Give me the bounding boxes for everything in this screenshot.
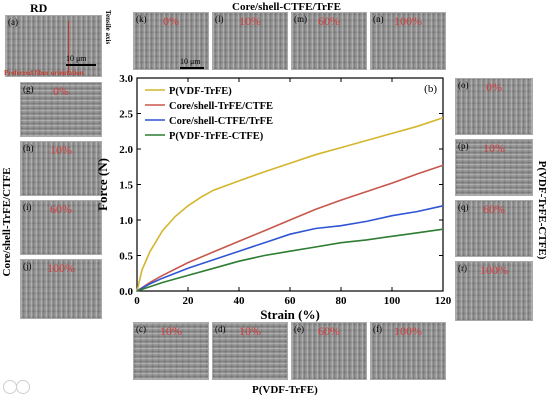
panel-label: (q) [458,202,469,212]
y-tick-label: 0.0 [119,286,133,298]
micrograph-panel-q: (q) 60% [455,200,533,257]
micrograph-panel-g: (g) 0% [20,82,102,137]
y-tick-label: 2.0 [119,144,133,156]
strain-percent: 60% [483,202,505,216]
scale-label: 10 μm [180,57,201,66]
panel-label: (e) [294,324,304,334]
panel-label: (o) [458,80,469,90]
panel-label-b: (b) [424,83,437,95]
series-line [136,228,444,292]
panel-label: (r) [458,263,467,273]
micrograph-panel-m: (m) 60% [291,12,367,70]
strain-percent: 10% [239,14,261,28]
legend-label: P(VDF-TrFE-CTFE) [169,131,264,142]
panel-label: (i) [23,202,32,212]
micrograph-panel-p: (p) 10% [455,139,533,196]
bottom-group-title: P(VDF-TrFE) [252,384,318,396]
x-tick-label: 40 [234,295,246,307]
panel-label: (d) [215,324,226,334]
tensile-axis-label: Tensile axis [104,10,112,45]
micrograph-panel-c: (c) 10% [133,322,209,380]
micrograph-panel-o: (o) 0% [455,78,533,135]
micrograph-panel-l: (l) 10% [212,12,288,70]
panel-label: (a) [8,17,18,27]
panel-label: (j) [23,261,32,271]
x-tick-label: 80 [336,295,348,307]
panel-label: (k) [136,14,147,24]
micrograph-panel-d: (d) 10% [212,322,288,380]
micrograph-panel-a: (a) 10 μm [5,15,102,77]
scale-bar [180,67,204,69]
y-tick-label: 1.5 [119,180,133,192]
micrograph-panel-f: (f) 100% [370,322,446,380]
rd-title: RD [30,1,48,15]
y-tick-label: 0.5 [119,251,133,263]
legend-label: Core/shell-CTFE/TrFE [169,116,273,127]
x-axis-label: Strain (%) [260,307,320,322]
strain-percent: 0% [53,84,69,98]
panel-label: (p) [458,141,469,151]
strain-percent: 60% [50,202,72,216]
series-line [136,164,444,292]
micrograph-panel-i: (i) 60% [20,200,102,255]
legend-label: P(VDF-TrFE) [169,86,232,97]
panel-label: (f) [373,324,382,334]
tensile-arrow-icon [68,21,69,73]
series-line [136,117,444,292]
left-group-title: Core/shell-TrFE/CTFE [1,167,13,277]
micrograph-panel-k: (k) 0% 10 μm [133,12,209,70]
x-tick-label: 100 [384,295,401,307]
strain-percent: 100% [480,263,508,277]
strain-percent: 10% [239,324,261,338]
strain-percent: 100% [394,324,422,338]
micrograph-panel-j: (j) 100% [20,259,102,319]
strain-percent: 60% [318,14,340,28]
strain-percent: 100% [394,14,422,28]
micrograph-panel-h: (h) 10% [20,141,102,196]
strain-percent: 60% [318,324,340,338]
x-tick-label: 20 [183,295,195,307]
y-tick-label: 3.0 [119,73,133,85]
scale-bar [66,64,96,66]
micrograph-panel-n: (n) 100% [370,12,446,70]
strain-percent: 10% [160,324,182,338]
series-line [136,205,444,292]
y-tick-label: 2.5 [119,109,133,121]
micrograph-panel-r: (r) 100% [455,261,533,321]
scale-label: 10 μm [66,54,87,63]
strain-percent: 100% [47,261,75,275]
panel-label: (m) [294,14,307,24]
micrograph-panel-e: (e) 60% [291,322,367,380]
open-access-icon [3,380,17,394]
panel-label: (n) [373,14,384,24]
strain-percent: 0% [486,80,502,94]
right-group-title: P(VDF-TrFE-CTFE) [536,160,548,260]
fiber-orientation-label: Preferred fiber orientation [4,69,84,77]
info-icon [16,380,30,394]
plot-area [136,77,444,292]
panel-label: (g) [23,84,34,94]
panel-label: (c) [136,324,146,334]
panel-label: (h) [23,143,34,153]
x-tick-label: 120 [435,295,452,307]
top-group-title: Core/shell-CTFE/TrFE [232,1,341,13]
x-tick-label: 60 [285,295,297,307]
y-tick-label: 1.0 [119,215,133,227]
strain-percent: 10% [483,141,505,155]
strain-percent: 0% [163,14,179,28]
x-tick-label: 0 [134,295,140,307]
strain-percent: 10% [50,143,72,157]
panel-label: (l) [215,14,224,24]
legend-label: Core/shell-TrFE/CTFE [169,101,273,112]
